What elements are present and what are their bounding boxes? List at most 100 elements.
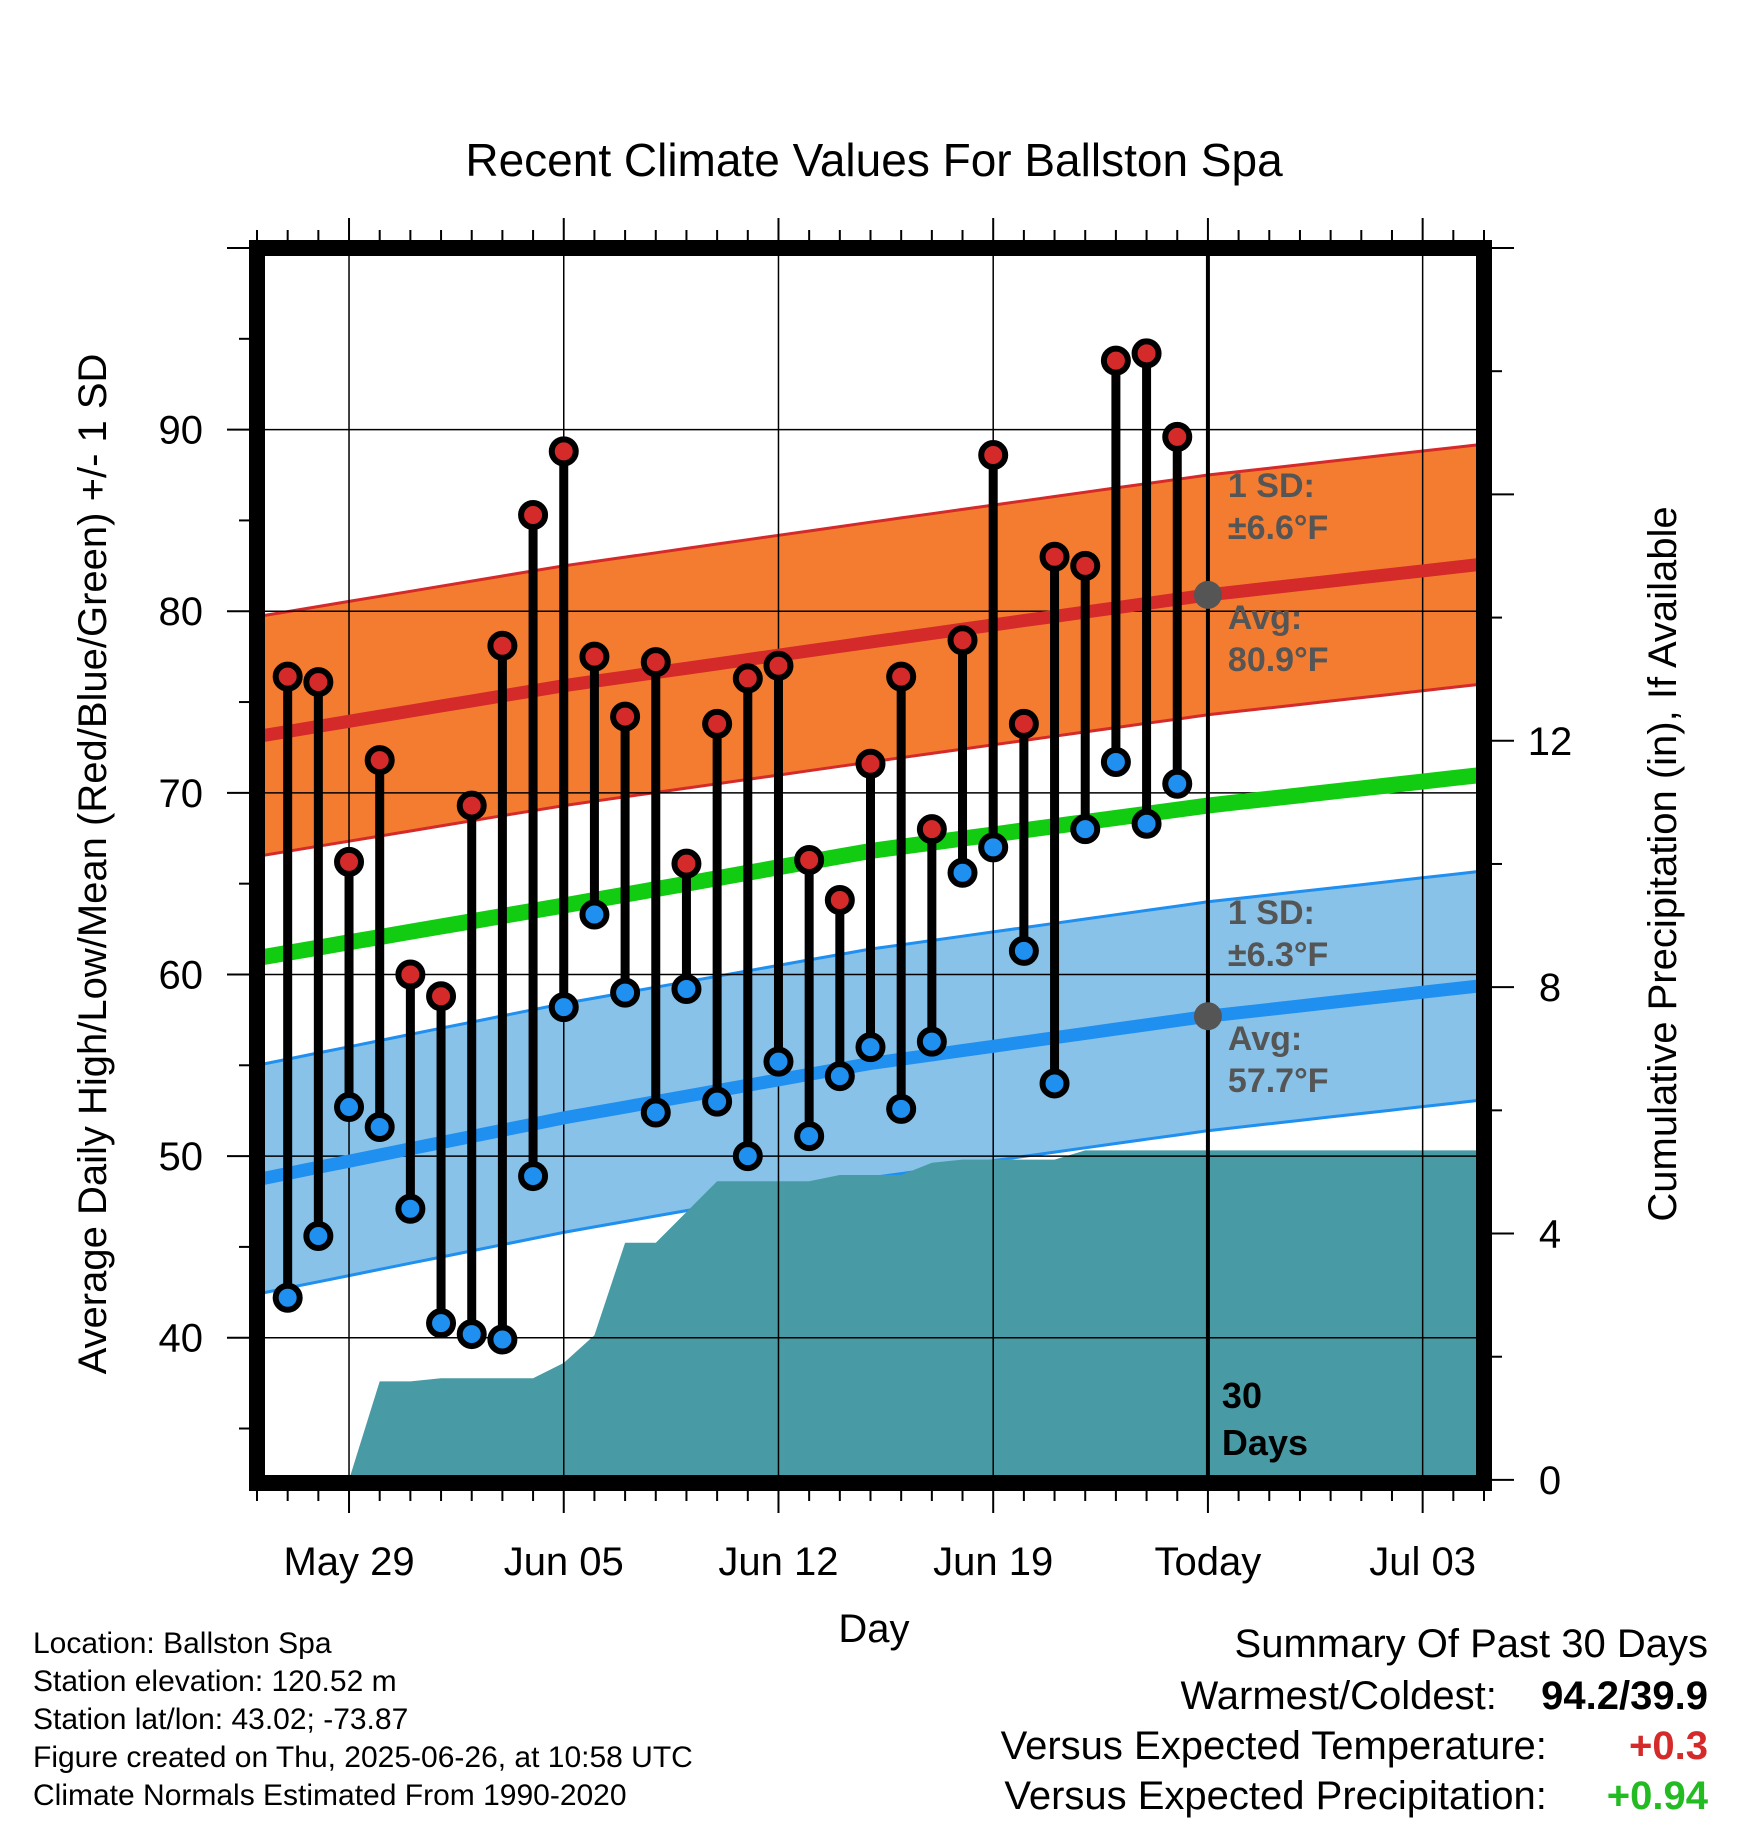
high-sd-label: 1 SD:	[1228, 467, 1315, 505]
precip-label: Versus Expected Precipitation:	[1004, 1774, 1547, 1818]
daily-high-point	[364, 745, 395, 776]
summary-warmest-coldest: Warmest/Coldest: 94.2/39.9	[1181, 1674, 1709, 1719]
info-normals: Climate Normals Estimated From 1990-2020	[33, 1779, 627, 1812]
chart-title: Recent Climate Values For Ballston Spa	[465, 134, 1283, 186]
daily-bar	[947, 625, 978, 888]
info-location: Location: Ballston Spa	[33, 1627, 332, 1660]
daily-low-point	[947, 857, 978, 888]
station-info: Location: Ballston Spa Station elevation…	[33, 1625, 693, 1815]
daily-low-point	[794, 1121, 825, 1152]
daily-bar	[272, 661, 303, 1313]
daily-low-point	[671, 974, 702, 1004]
daily-high-point	[855, 748, 886, 779]
daily-high-point	[487, 630, 518, 661]
daily-bar	[978, 440, 1009, 863]
daily-bar	[886, 661, 917, 1124]
daily-bar	[548, 436, 579, 1023]
daily-bar	[334, 846, 365, 1123]
daily-low-point	[1070, 814, 1101, 845]
daily-low-point	[824, 1061, 855, 1092]
daily-low-point	[886, 1093, 917, 1124]
high-avg-label: Avg:	[1228, 599, 1302, 637]
daily-low-point	[1039, 1068, 1070, 1099]
daily-bar	[303, 667, 334, 1251]
daily-high-point	[1162, 421, 1193, 452]
daily-bar	[579, 641, 610, 930]
high-avg-value: 80.9°F	[1228, 641, 1329, 679]
daily-low-point	[364, 1112, 395, 1143]
y2-tick-label: 12	[1528, 720, 1573, 764]
y-tick-label: 40	[159, 1317, 204, 1361]
daily-high-point	[395, 959, 426, 990]
plot-area: 1 SD: ±6.6°F Avg: 80.9°F 1 SD: ±6.3°F Avg: 57.7…	[159, 218, 1573, 1584]
period-label-number: 30	[1222, 1375, 1262, 1416]
daily-low-point	[1100, 746, 1131, 777]
high-sd-value: ±6.6°F	[1228, 509, 1328, 547]
daily-high-point	[579, 641, 610, 672]
y-tick-label: 60	[159, 953, 204, 997]
daily-bar	[640, 647, 671, 1128]
daily-bar	[610, 701, 641, 1008]
daily-bar	[426, 981, 457, 1339]
x-tick-label: Jun 12	[718, 1540, 838, 1584]
daily-low-point	[518, 1161, 549, 1192]
daily-high-point	[548, 436, 579, 467]
daily-high-point	[1008, 708, 1039, 739]
daily-low-point	[640, 1097, 671, 1128]
daily-high-point	[518, 499, 549, 530]
daily-low-point	[395, 1193, 426, 1224]
y-tick-label: 80	[159, 590, 204, 634]
low-avg-label: Avg:	[1228, 1020, 1302, 1058]
daily-high-point	[671, 848, 702, 879]
daily-high-point	[1070, 550, 1101, 581]
x-tick-label: Today	[1155, 1540, 1262, 1584]
daily-bar	[487, 630, 518, 1355]
daily-high-point	[824, 885, 855, 916]
daily-bar	[1100, 345, 1131, 777]
low-avg-today-marker	[1193, 1002, 1222, 1031]
daily-high-point	[456, 790, 487, 821]
daily-high-point	[947, 625, 978, 656]
y2-tick-label: 4	[1539, 1213, 1561, 1257]
daily-low-point	[978, 832, 1009, 863]
daily-high-point	[272, 661, 303, 692]
high-avg-line	[257, 557, 1484, 744]
y-tick-label: 70	[159, 772, 204, 816]
info-created: Figure created on Thu, 2025-06-26, at 10…	[33, 1741, 693, 1774]
daily-bar	[1131, 338, 1162, 839]
daily-bar	[364, 745, 395, 1143]
x-tick-label: May 29	[283, 1540, 414, 1584]
daily-low-point	[1008, 935, 1039, 966]
daily-high-point	[886, 661, 917, 692]
daily-low-point	[272, 1282, 303, 1313]
daily-bar	[855, 748, 886, 1063]
warmest-coldest-label: Warmest/Coldest:	[1180, 1674, 1497, 1718]
daily-high-point	[978, 440, 1009, 471]
daily-low-point	[456, 1319, 487, 1350]
daily-low-point	[548, 992, 579, 1023]
daily-high-point	[916, 814, 947, 845]
daily-high-point	[334, 846, 365, 877]
daily-bar	[702, 708, 733, 1117]
daily-bar	[1070, 550, 1101, 845]
daily-low-point	[916, 1026, 947, 1057]
daily-high-point	[702, 708, 733, 739]
daily-bar	[916, 814, 947, 1057]
daily-high-point	[1131, 338, 1162, 369]
daily-low-point	[487, 1324, 518, 1355]
daily-bar	[1008, 708, 1039, 966]
daily-bar	[794, 845, 825, 1152]
info-elevation: Station elevation: 120.52 m	[33, 1665, 397, 1698]
daily-high-point	[426, 981, 457, 1012]
daily-high-point	[1039, 541, 1070, 572]
info-latlon: Station lat/lon: 43.02; -73.87	[33, 1703, 409, 1736]
summary-precipitation: Versus Expected Precipitation: +0.94	[1004, 1774, 1708, 1819]
daily-high-point	[610, 701, 641, 732]
daily-low-point	[732, 1141, 763, 1172]
low-sd-label: 1 SD:	[1228, 894, 1315, 932]
precip-value: +0.94	[1606, 1774, 1708, 1818]
plot-frame	[249, 240, 1492, 1491]
temp-label: Versus Expected Temperature:	[1000, 1724, 1547, 1768]
daily-bar	[1039, 541, 1070, 1099]
x-tick-label: Jun 19	[933, 1540, 1053, 1584]
